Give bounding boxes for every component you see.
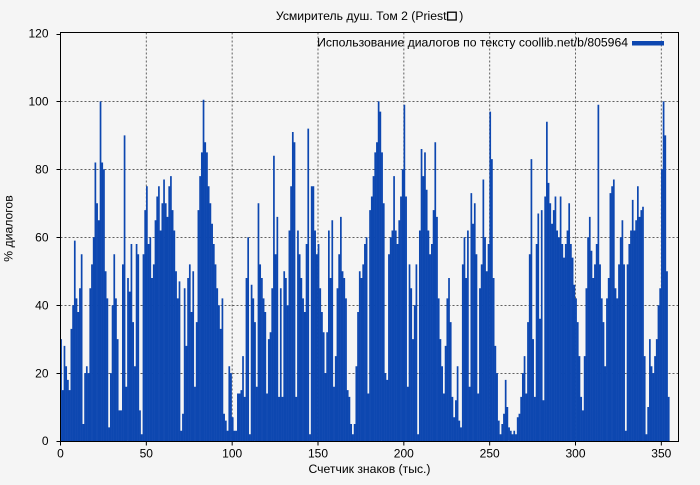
svg-text:300: 300 — [565, 447, 585, 461]
svg-text:50: 50 — [140, 447, 154, 461]
svg-text:120: 120 — [28, 27, 48, 41]
svg-text:Усмиритель душ. Том 2 (Priest: Усмиритель душ. Том 2 (Priest — [276, 9, 447, 23]
svg-text:250: 250 — [480, 447, 500, 461]
svg-text:150: 150 — [308, 447, 328, 461]
svg-text:Счетчик знаков (тыс.): Счетчик знаков (тыс.) — [309, 462, 431, 476]
svg-text:60: 60 — [35, 231, 49, 245]
svg-text:350: 350 — [651, 447, 671, 461]
svg-text:100: 100 — [28, 95, 48, 109]
svg-text:200: 200 — [394, 447, 414, 461]
svg-text:% диалогов: % диалогов — [2, 195, 16, 261]
svg-text:0: 0 — [42, 434, 49, 448]
svg-text:20: 20 — [35, 366, 49, 380]
svg-text:80: 80 — [35, 163, 49, 177]
svg-text:40: 40 — [35, 298, 49, 312]
svg-text:0: 0 — [57, 447, 64, 461]
svg-text:Использование диалогов по текс: Использование диалогов по тексту coollib… — [317, 36, 628, 50]
svg-text:): ) — [459, 9, 463, 23]
svg-text:100: 100 — [222, 447, 242, 461]
